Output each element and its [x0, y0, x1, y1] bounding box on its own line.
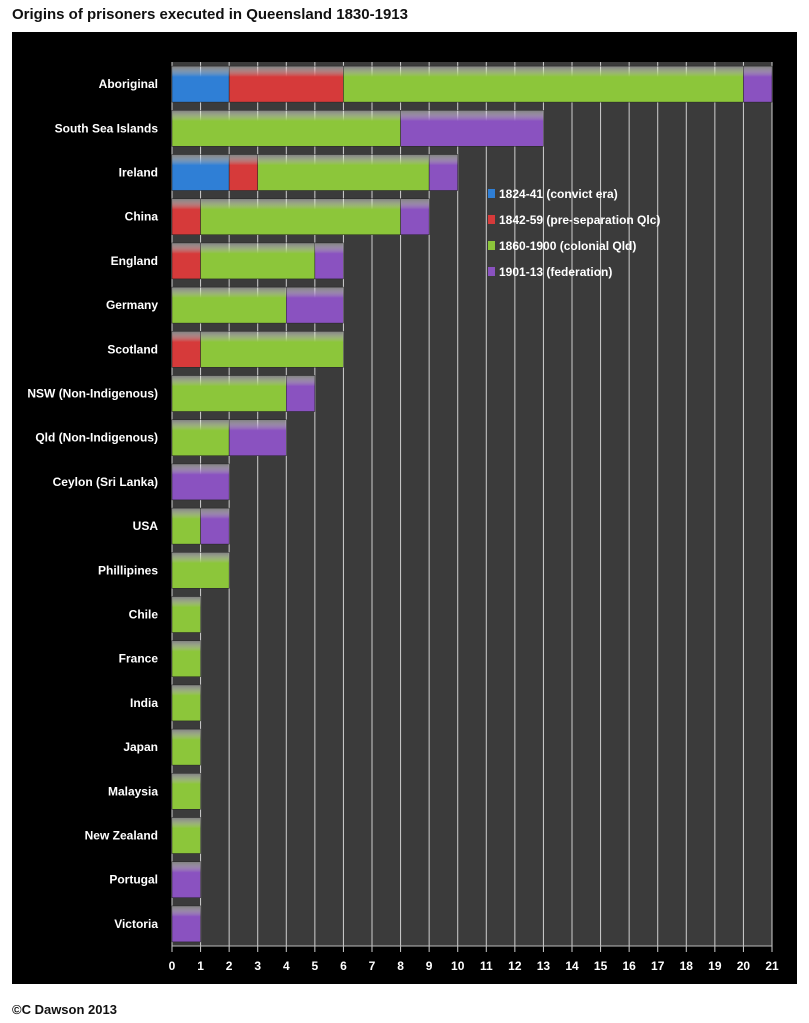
bar-segment	[171, 110, 401, 147]
x-tick-label: 12	[508, 959, 522, 973]
y-tick-label: South Sea Islands	[55, 121, 159, 135]
chart-title: Origins of prisoners executed in Queensl…	[12, 6, 408, 23]
y-tick-label: England	[111, 254, 158, 268]
y-tick-label: Japan	[123, 740, 158, 754]
bar-segment	[228, 65, 344, 103]
y-tick-label: Scotland	[107, 342, 158, 356]
x-tick-label: 7	[369, 959, 376, 973]
x-tick-label: 1	[197, 959, 204, 973]
bar-segment	[286, 375, 316, 412]
bar-segment	[171, 463, 230, 501]
bar-segment	[314, 242, 344, 280]
y-tick-label: USA	[133, 519, 159, 533]
legend-swatch	[488, 189, 495, 198]
copyright-credit: ©C Dawson 2013	[12, 1002, 117, 1017]
legend-label: 1860-1900 (colonial Qld)	[499, 239, 636, 253]
bar-segment	[171, 684, 201, 722]
bar-segment	[171, 198, 201, 235]
bar-segment	[200, 331, 344, 368]
bar-segment	[171, 861, 201, 898]
bar-segment	[171, 286, 287, 324]
x-tick-label: 16	[622, 959, 636, 973]
bar-segment	[171, 596, 201, 633]
x-tick-label: 21	[765, 959, 779, 973]
y-tick-label: NSW (Non-Indigenous)	[27, 387, 158, 401]
legend-swatch	[488, 267, 495, 276]
x-tick-label: 4	[283, 959, 290, 973]
bar-segment	[171, 154, 230, 191]
y-tick-label: France	[119, 652, 159, 666]
x-tick-label: 3	[254, 959, 261, 973]
bar-segment	[200, 198, 401, 235]
legend-label: 1842-59 (pre-separation Qlc)	[499, 213, 660, 227]
y-tick-label: Victoria	[114, 917, 158, 931]
legend-label: 1901-13 (federation)	[499, 265, 612, 279]
bar-segment	[400, 198, 430, 235]
legend-label: 1824-41 (convict era)	[499, 187, 618, 201]
y-tick-label: Ceylon (Sri Lanka)	[53, 475, 158, 489]
y-tick-label: Germany	[106, 298, 158, 312]
bar-segment	[428, 154, 458, 191]
bar-segment	[257, 154, 430, 191]
x-tick-label: 9	[426, 959, 433, 973]
bar-segment	[171, 728, 201, 766]
y-tick-label: Portugal	[109, 873, 158, 887]
x-tick-label: 5	[312, 959, 319, 973]
y-tick-label: India	[130, 696, 158, 710]
bar-segment	[171, 773, 201, 810]
x-tick-label: 11	[480, 959, 493, 973]
y-tick-label: Malaysia	[108, 784, 158, 798]
x-tick-label: 13	[537, 959, 551, 973]
bar-segment	[171, 242, 201, 280]
bar-segment	[343, 65, 744, 103]
y-tick-label: Phillipines	[98, 563, 158, 577]
bar-segment	[200, 507, 230, 545]
x-tick-label: 17	[651, 959, 665, 973]
plot-area	[172, 62, 772, 946]
x-tick-label: 6	[340, 959, 347, 973]
x-tick-label: 18	[680, 959, 694, 973]
x-tick-label: 0	[169, 959, 176, 973]
bar-segment	[171, 817, 201, 854]
bar-segment	[743, 65, 773, 103]
bar-segment	[286, 286, 344, 324]
bar-segment	[171, 552, 230, 589]
y-tick-label: Chile	[129, 608, 159, 622]
legend-swatch	[488, 241, 495, 250]
bar-segment	[171, 375, 287, 412]
y-tick-label: China	[125, 210, 159, 224]
bar-segment	[171, 331, 201, 368]
x-tick-label: 19	[708, 959, 722, 973]
bar-segment	[171, 507, 201, 545]
bar-segment	[171, 640, 201, 677]
legend-swatch	[488, 215, 495, 224]
x-tick-label: 2	[226, 959, 233, 973]
x-tick-label: 14	[565, 959, 579, 973]
y-tick-label: Aboriginal	[99, 77, 158, 91]
bar-segment	[171, 65, 230, 103]
bar-segment	[200, 242, 316, 280]
y-tick-label: Ireland	[119, 166, 158, 180]
bar-segment	[228, 419, 287, 456]
bar-segment	[171, 419, 230, 456]
x-tick-label: 8	[397, 959, 404, 973]
bar-segment	[400, 110, 544, 147]
y-tick-label: Qld (Non-Indigenous)	[35, 431, 158, 445]
bar-segment	[228, 154, 258, 191]
y-tick-label: New Zealand	[85, 829, 158, 843]
x-tick-label: 15	[594, 959, 608, 973]
bar-segment	[171, 905, 201, 943]
x-tick-label: 10	[451, 959, 465, 973]
x-tick-label: 20	[737, 959, 751, 973]
